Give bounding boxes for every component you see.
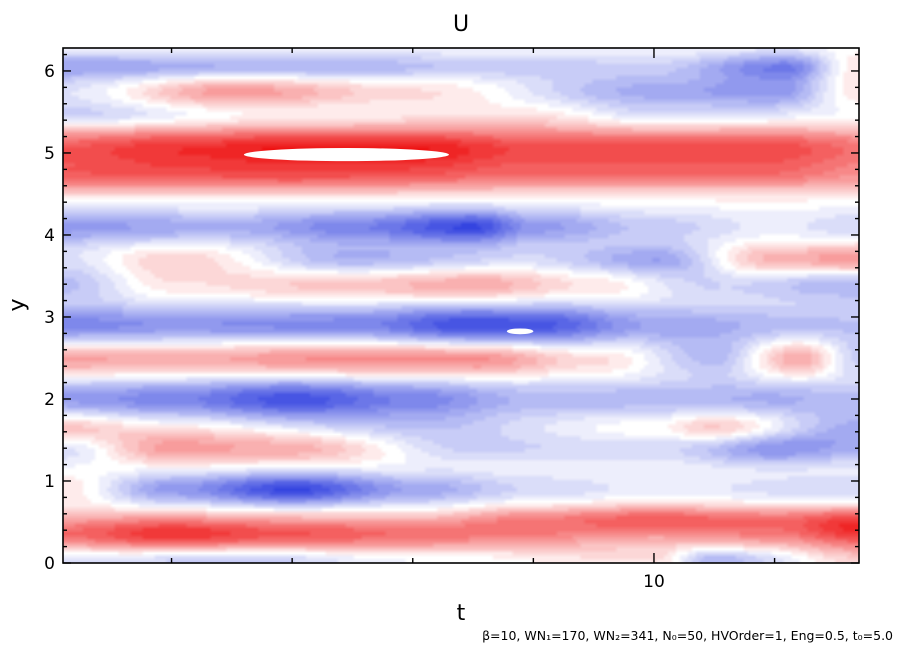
y-tick-label: 5 <box>44 144 55 164</box>
chart-title: U <box>453 12 469 37</box>
y-axis-label: y <box>5 298 30 311</box>
saturated-patches <box>243 148 534 335</box>
y-tick-label: 3 <box>44 308 55 328</box>
x-axis-label: t <box>457 601 466 626</box>
x-tick-label: 10 <box>643 572 665 592</box>
saturated-patch <box>506 328 534 335</box>
y-tick-label: 2 <box>44 390 55 410</box>
plot-frame <box>62 47 860 564</box>
saturated-patch <box>243 148 449 162</box>
plot-area: 0 1 2 3 4 5 6 10 <box>44 47 860 592</box>
y-tick-label: 1 <box>44 472 55 492</box>
axis-ticks: 0 1 2 3 4 5 6 10 <box>44 48 859 592</box>
heatmap-field <box>63 48 859 563</box>
parameters-footnote: β=10, WN₁=170, WN₂=341, N₀=50, HVOrder=1… <box>482 628 893 643</box>
y-tick-label: 4 <box>44 226 55 246</box>
y-tick-label: 6 <box>44 62 55 82</box>
y-tick-label: 0 <box>44 554 55 574</box>
